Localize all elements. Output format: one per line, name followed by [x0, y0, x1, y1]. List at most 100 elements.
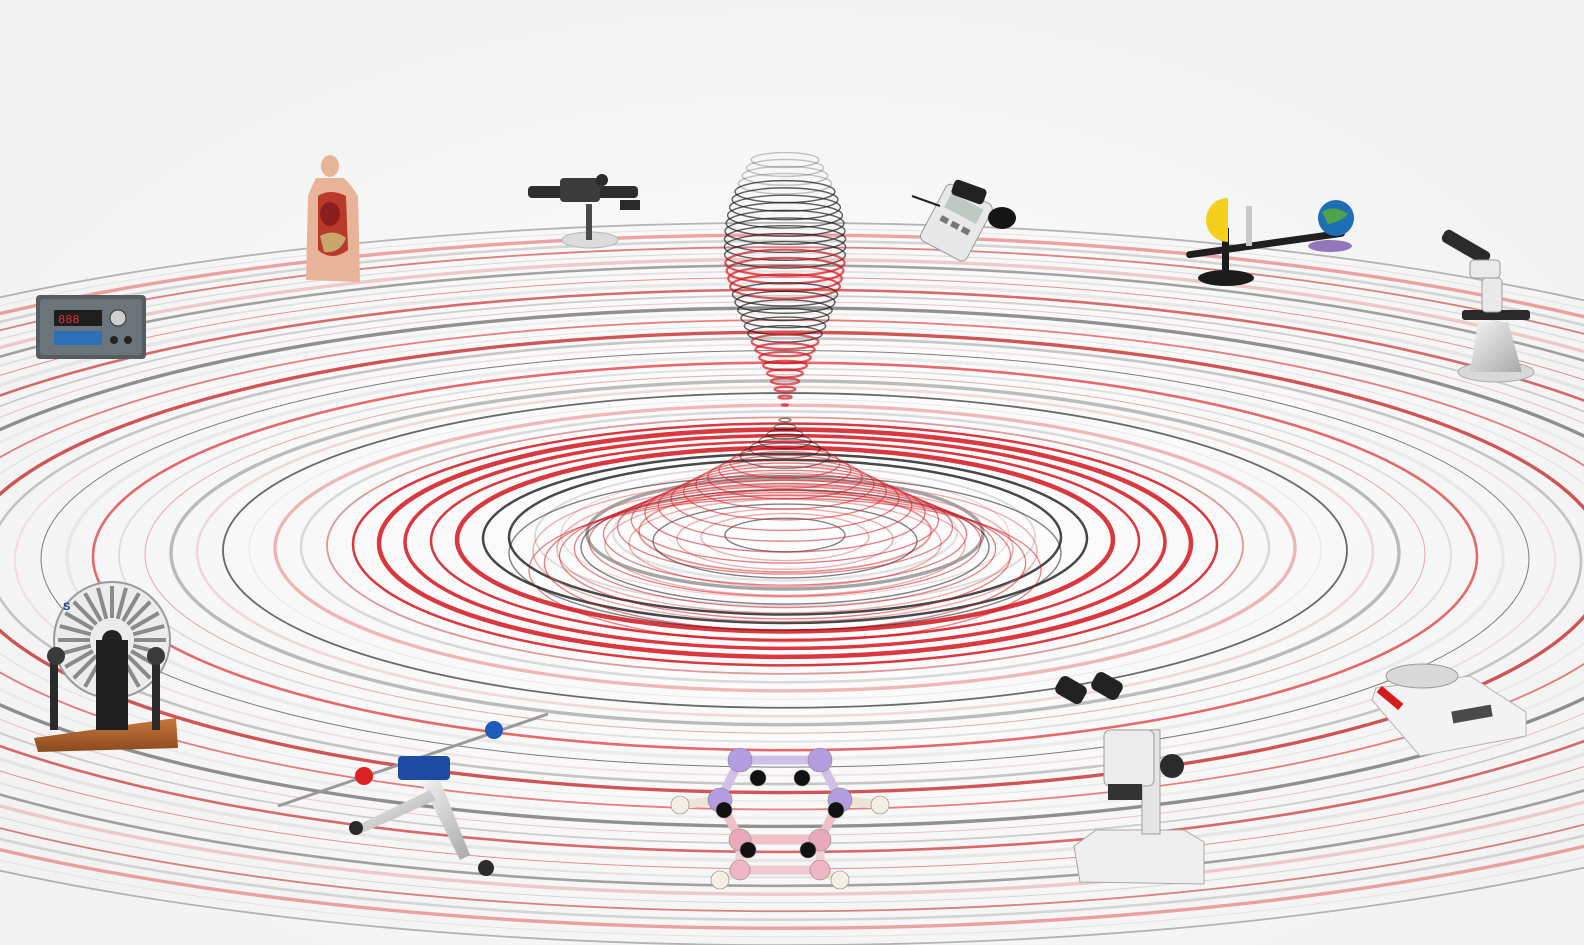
atom: [793, 769, 811, 787]
handheld-meter-icon: [911, 179, 1016, 262]
disc-sector: [126, 654, 152, 680]
disc-sector: [72, 600, 98, 626]
ripple-ring: [0, 270, 1584, 879]
molecular-model-icon: [670, 747, 890, 890]
funnel-ring: [739, 442, 831, 469]
funnel-ring: [728, 194, 842, 221]
ripple-ring: [144, 374, 1426, 734]
funnel-ring: [778, 417, 792, 423]
funnel-ring: [729, 446, 841, 479]
ripple-ring: [0, 330, 1584, 795]
disc-sector: [59, 643, 92, 656]
ripple-ring: [351, 422, 1219, 667]
disc-sector: [64, 611, 94, 631]
funnel-ring: [737, 299, 833, 322]
atom: [727, 747, 753, 773]
atom: [729, 859, 751, 881]
funnel-ring: [737, 172, 833, 195]
wimshurst-machine-icon: S: [34, 581, 178, 752]
funnel-ring: [726, 201, 844, 229]
atom: [870, 795, 890, 815]
atom: [710, 870, 730, 890]
funnel-ring: [573, 488, 997, 609]
ripple-ring: [0, 301, 1584, 836]
funnel-ring: [558, 491, 1012, 620]
funnel-ring: [630, 476, 940, 564]
disc-sector: [126, 600, 152, 626]
ripple-ring: [0, 337, 1583, 786]
anatomy-torso-icon: [306, 155, 360, 282]
funnel-ring: [724, 217, 846, 246]
svg-text:S: S: [63, 601, 70, 613]
vortex-funnel: [528, 151, 1042, 643]
ripple-ring: [326, 416, 1244, 675]
atom: [670, 795, 690, 815]
ripple-ring: [534, 465, 1036, 607]
funnel-ring: [729, 273, 841, 300]
ripple-ring: [604, 493, 966, 597]
ripple-ring: [700, 512, 870, 562]
funnel-ring: [780, 403, 790, 407]
ripple-ring: [0, 252, 1584, 904]
tellurion-icon: [1186, 198, 1354, 286]
funnel-ring: [731, 187, 839, 212]
rod-stand-icon: [277, 712, 549, 876]
ripple-ring: [169, 379, 1401, 727]
ripple-ring: [0, 246, 1584, 913]
funnel-ring: [740, 307, 830, 329]
ripple-ring: [652, 503, 918, 579]
ripple-ring: [40, 349, 1530, 768]
disc-sector: [132, 624, 165, 637]
ripple-ring: [556, 484, 1014, 614]
ripple-ring: [222, 392, 1348, 709]
microscope-icon: [1441, 229, 1535, 383]
ripple-ring: [0, 222, 1584, 945]
funnel-ring: [723, 240, 847, 269]
funnel-ring: [602, 482, 968, 586]
disc-sector: [59, 624, 92, 637]
atom: [739, 841, 757, 859]
funnel-ring: [750, 151, 820, 169]
stereo-microscope-icon: [1055, 672, 1205, 885]
funnel-ring: [754, 342, 816, 358]
funnel-ring: [741, 165, 829, 186]
ripple-ring: [611, 482, 959, 582]
atom: [809, 859, 831, 881]
funnel-ring: [773, 423, 797, 431]
ripple-ring: [0, 257, 1584, 896]
funnel-ring: [725, 209, 845, 237]
ripple-ring: [403, 433, 1167, 651]
digital-meter-icon: 888: [36, 295, 146, 359]
ripple-ring: [481, 452, 1089, 625]
funnel-ring: [723, 232, 847, 261]
funnel-ring: [588, 485, 982, 597]
funnel-ring: [769, 377, 801, 386]
ripple-ring: [299, 409, 1271, 684]
disc-sector: [72, 654, 98, 680]
disc-sector: [64, 649, 94, 669]
ripple-ring: [0, 288, 1584, 854]
atom: [749, 769, 767, 787]
optical-bench-icon: [528, 174, 640, 249]
funnel-ring: [758, 350, 812, 365]
ripple-ring: [429, 440, 1141, 642]
disc-sector: [115, 587, 128, 620]
ripple-ring: [0, 228, 1584, 938]
ripple-rings: [0, 222, 1584, 945]
disc-sector: [83, 592, 103, 622]
atom: [799, 841, 817, 859]
funnel-ring: [734, 290, 836, 314]
funnel-ring: [725, 256, 845, 285]
funnel-ring: [747, 325, 823, 343]
atom: [830, 870, 850, 890]
funnel-ring: [616, 479, 954, 575]
ripple-ring: [0, 233, 1584, 930]
svg-text:888: 888: [58, 313, 80, 327]
funnel-ring: [543, 494, 1027, 631]
funnel-ring: [644, 473, 926, 553]
ripple-ring: [0, 312, 1584, 820]
ripple-ring: [14, 343, 1556, 777]
disc-sector: [121, 592, 141, 622]
funnel-ring: [750, 333, 820, 351]
lab-balance-icon: [1371, 663, 1527, 757]
